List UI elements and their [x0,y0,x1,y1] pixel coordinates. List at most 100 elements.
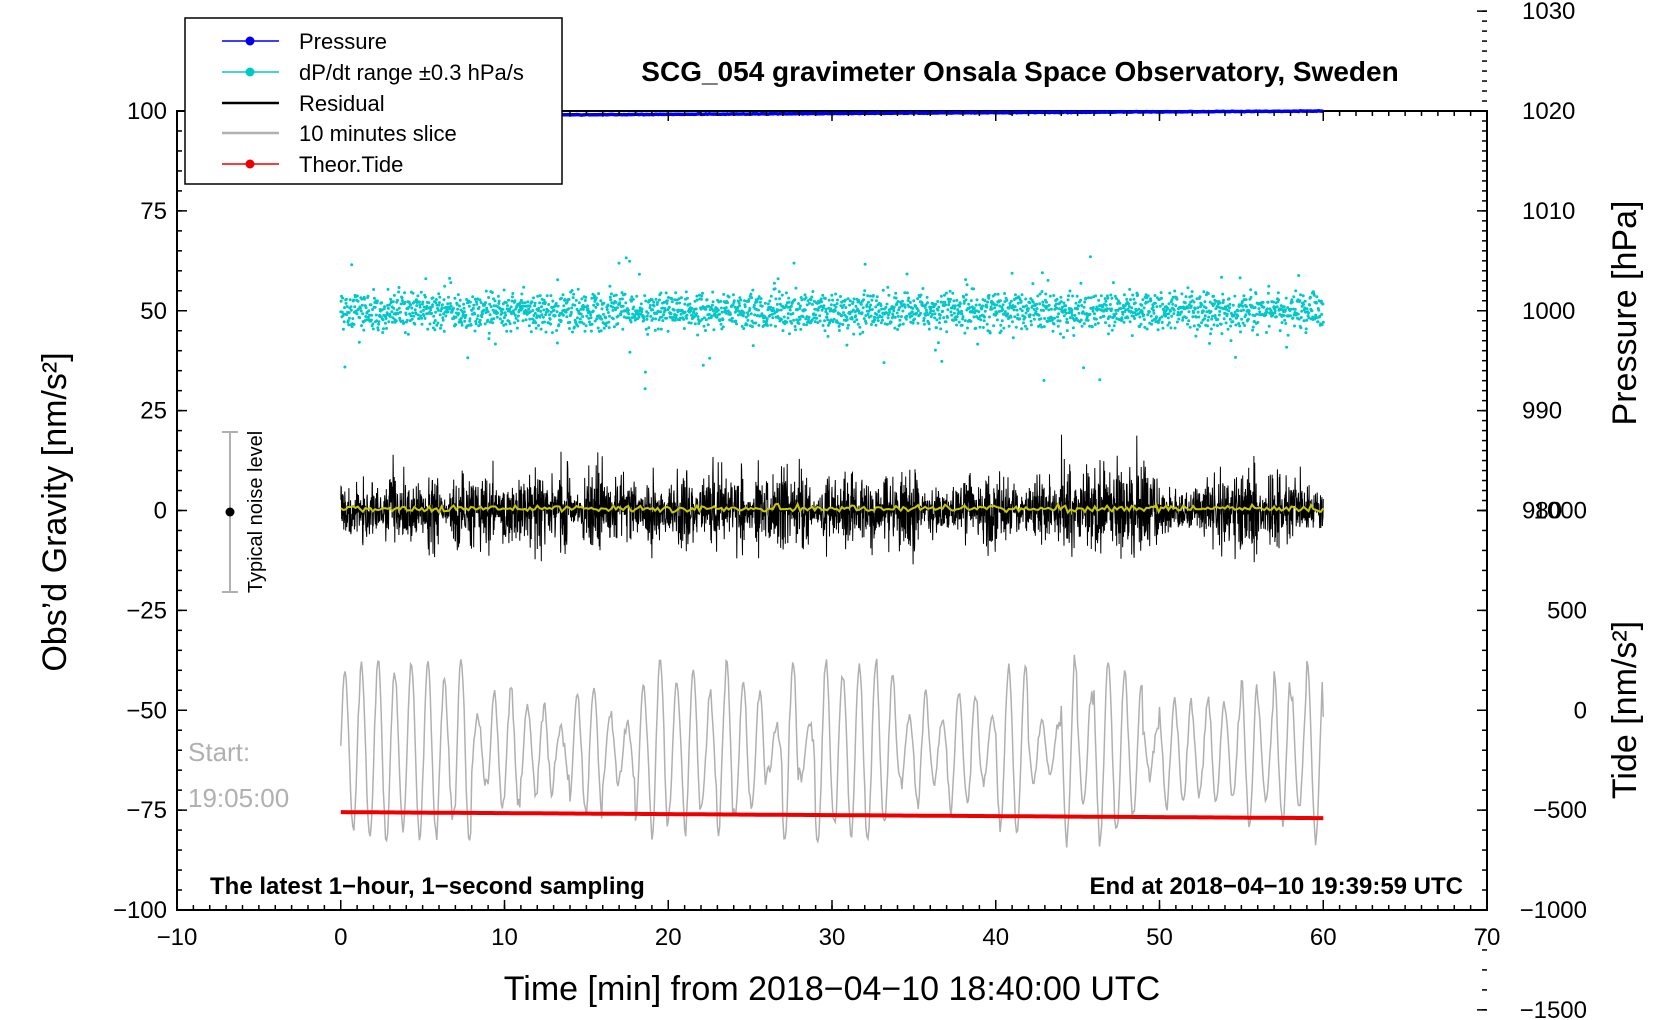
dpdt-point [417,300,421,304]
dpdt-point [431,303,435,307]
dpdt-point [544,313,548,317]
dpdt-point [540,305,543,309]
dpdt-point [1137,307,1141,311]
dpdt-point [611,305,615,309]
dpdt-point [531,309,535,312]
dpdt-point [995,303,999,307]
tide-tick-label: −500 [1533,797,1587,824]
dpdt-point [476,314,480,318]
dpdt-point [1020,309,1024,313]
dpdt-point [423,316,427,320]
chart-title: SCG_054 gravimeter Onsala Space Observat… [641,56,1398,87]
dpdt-point [914,304,918,308]
dpdt-point [972,315,976,319]
dpdt-point [1075,294,1079,298]
dpdt-point [1277,298,1281,302]
dpdt-point [1320,312,1324,316]
dpdt-point [742,311,746,315]
dpdt-point [762,320,766,323]
dpdt-point [1049,307,1053,311]
dpdt-point [935,326,938,330]
dpdt-point [554,301,558,305]
dpdt-point [874,299,878,303]
dpdt-point [818,319,822,323]
dpdt-point [822,306,825,310]
dpdt-point [933,316,937,320]
dpdt-point [514,316,518,320]
dpdt-point [355,312,359,316]
dpdt-point [810,295,814,299]
dpdt-point [947,303,951,307]
dpdt-point [1211,314,1214,318]
dpdt-point [409,303,413,307]
dpdt-point [650,298,654,302]
dpdt-point [518,301,522,305]
dpdt-point [1204,306,1208,310]
dpdt-point [706,323,710,327]
dpdt-point [397,286,401,289]
dpdt-point [1074,301,1078,305]
dpdt-point [348,298,352,302]
dpdt-point [1299,316,1303,319]
dpdt-point [1094,294,1098,298]
dpdt-point [580,320,584,324]
dpdt-point [449,281,453,285]
dpdt-point [663,309,667,312]
start-time: 19:05:00 [188,783,289,813]
dpdt-point [611,308,615,312]
dpdt-point [504,313,508,317]
dpdt-point [752,321,756,325]
dpdt-point [609,292,613,296]
dpdt-point [1317,308,1321,312]
y-tick-label: −75 [126,797,167,824]
dpdt-point [372,288,376,291]
dpdt-point [942,316,946,320]
dpdt-point [437,292,441,296]
dpdt-point [726,301,729,305]
dpdt-point [583,299,587,302]
dpdt-point [492,317,496,321]
dpdt-point [360,303,364,307]
dpdt-point [1271,300,1275,304]
dpdt-point [1169,309,1172,313]
dpdt-point [381,331,385,334]
dpdt-point [775,302,779,306]
dpdt-point [798,307,802,310]
dpdt-point [388,315,392,318]
dpdt-point [548,317,552,321]
dpdt-point [732,293,735,297]
dpdt-point [547,313,551,317]
dpdt-point [1082,322,1086,326]
dpdt-point [751,288,755,292]
dpdt-point [1162,308,1166,312]
dpdt-point [484,301,487,305]
dpdt-point [1109,293,1113,297]
dpdt-point [955,315,959,319]
dpdt-point [442,312,446,316]
dpdt-point [853,320,856,324]
dpdt-point [987,296,991,300]
dpdt-point [893,315,897,319]
dpdt-point [529,330,533,334]
dpdt-point [413,322,417,326]
dpdt-point [673,298,677,302]
dpdt-point [803,293,807,297]
dpdt-point [1253,306,1257,309]
dpdt-point [436,308,440,312]
legend-pressure-label: Pressure [299,29,387,54]
dpdt-point [769,323,773,327]
dpdt-point [1066,321,1070,324]
dpdt-point [819,297,823,301]
dpdt-point [1056,315,1059,319]
dpdt-point [1096,321,1100,325]
dpdt-point [480,315,484,319]
dpdt-point [577,301,581,305]
dpdt-point [1195,315,1199,319]
dpdt-point [826,334,830,338]
dpdt-point [599,329,603,333]
dpdt-point [774,297,778,301]
dpdt-point [1022,321,1025,325]
dpdt-point [683,310,687,314]
dpdt-point [341,327,345,331]
dpdt-point [868,308,872,312]
